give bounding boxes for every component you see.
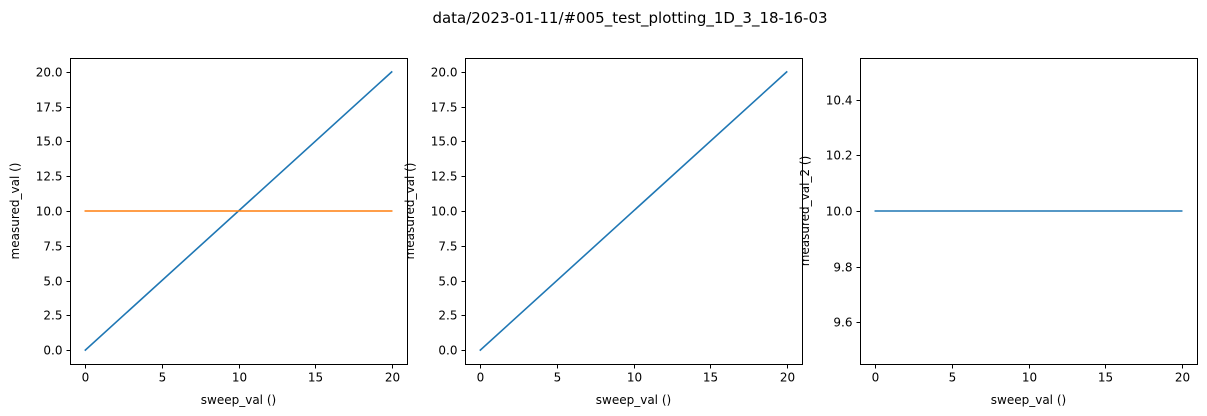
x-axis-label: sweep_val () <box>991 393 1066 407</box>
x-tick-label: 10 <box>627 371 642 385</box>
x-tick-label: 0 <box>82 371 90 385</box>
y-tick-label: 5.0 <box>438 275 457 289</box>
x-tick-label: 15 <box>308 371 323 385</box>
y-tick-label: 2.5 <box>438 309 457 323</box>
x-tick-label: 20 <box>385 371 400 385</box>
figure-title: data/2023-01-11/#005_test_plotting_1D_3_… <box>432 9 827 28</box>
y-tick-label: 15.0 <box>431 135 458 149</box>
y-tick-label: 15.0 <box>36 135 63 149</box>
x-tick-label: 5 <box>159 371 167 385</box>
subplot-2: 0 5 10 15 20 0.0 2.5 5.0 7.5 10.0 12.5 15.0 17.5 20.0… <box>403 58 803 407</box>
subplot-1: 0 5 10 15 20 0.0 2.5 5.0 7.5 10.0 12.5 15.0 17.5 20.0… <box>8 58 408 407</box>
subplot-3: 0 5 10 15 20 9.6 9.8 10.0 10.2 10.4 sweep_val () me… <box>798 58 1198 407</box>
y-tick-label: 5.0 <box>43 275 62 289</box>
x-tick-label: 0 <box>872 371 880 385</box>
y-tick-label: 7.5 <box>43 240 62 254</box>
y-tick-label: 10.0 <box>36 205 63 219</box>
y-tick-label: 12.5 <box>36 170 63 184</box>
x-tick-label: 15 <box>1098 371 1113 385</box>
x-tick-label: 10 <box>232 371 247 385</box>
y-tick-label: 20.0 <box>36 66 63 80</box>
x-tick-label: 20 <box>1175 371 1190 385</box>
y-tick-label: 0.0 <box>438 344 457 358</box>
y-tick-label: 10.2 <box>826 149 853 163</box>
y-tick-label: 17.5 <box>36 101 63 115</box>
x-tick-label: 15 <box>703 371 718 385</box>
y-axis-label: measured_val_2 () <box>798 156 812 267</box>
y-tick-label: 20.0 <box>431 66 458 80</box>
y-axis-label: measured_val () <box>403 163 417 260</box>
y-tick-label: 17.5 <box>431 101 458 115</box>
series-line-1 <box>479 70 788 352</box>
y-tick-label: 7.5 <box>438 240 457 254</box>
x-tick-label: 10 <box>1022 371 1037 385</box>
y-axis-label: measured_val () <box>8 163 22 260</box>
y-tick-label: 10.0 <box>431 205 458 219</box>
x-tick-label: 20 <box>780 371 795 385</box>
y-tick-label: 9.6 <box>833 316 852 330</box>
x-axis-label: sweep_val () <box>201 393 276 407</box>
x-tick-label: 5 <box>554 371 562 385</box>
y-tick-label: 10.4 <box>826 94 853 108</box>
x-tick-label: 0 <box>477 371 485 385</box>
y-tick-label: 12.5 <box>431 170 458 184</box>
y-tick-label: 10.0 <box>826 205 853 219</box>
x-tick-label: 5 <box>949 371 957 385</box>
x-axis-label: sweep_val () <box>596 393 671 407</box>
y-tick-label: 2.5 <box>43 309 62 323</box>
y-tick-label: 9.8 <box>833 261 852 275</box>
y-tick-label: 0.0 <box>43 344 62 358</box>
